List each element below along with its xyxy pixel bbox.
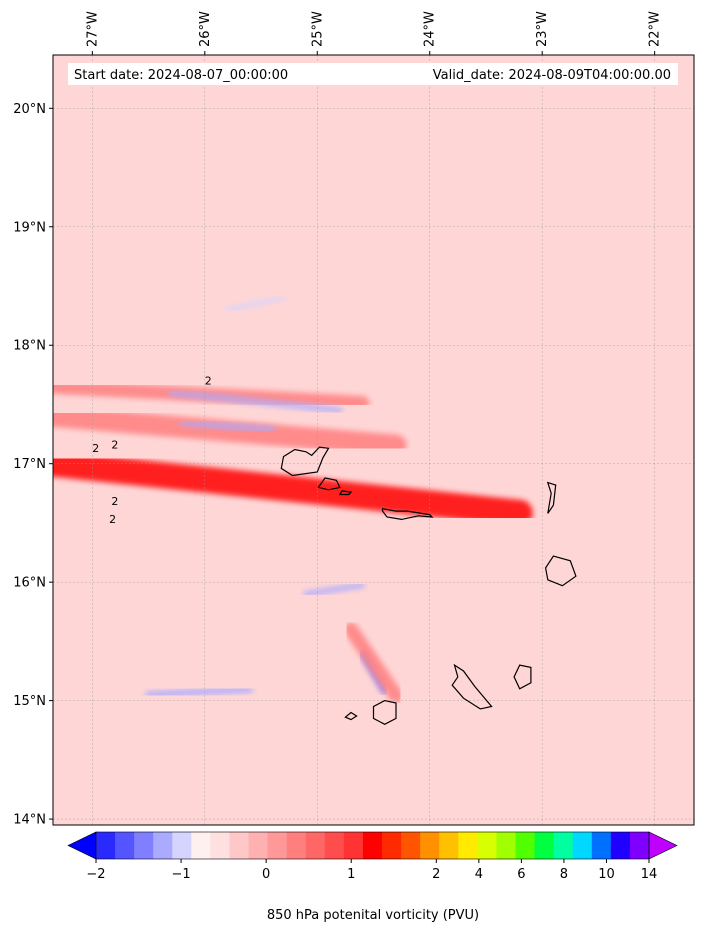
colorbar-label: 850 hPa potenital vorticity (PVU) bbox=[267, 908, 479, 923]
colorbar-cell-20 bbox=[477, 832, 497, 859]
latitude-ticks: 20°N 19°N 18°N 17°N 16°N 15°N 14°N bbox=[13, 102, 53, 828]
pv-band-10 bbox=[224, 295, 286, 313]
map-frame bbox=[52, 54, 695, 826]
colorbar-cell-21 bbox=[496, 832, 517, 859]
island-outline-8 bbox=[372, 699, 397, 725]
colorbar-ticks: −2 −1 0 1 2 4 6 8 10 14 bbox=[86, 859, 657, 882]
lon-tick-label-0: 27°W bbox=[85, 11, 100, 47]
pv-band-5 bbox=[179, 419, 276, 433]
colorbar-cell-12 bbox=[324, 832, 345, 859]
contour-label-4: 2 bbox=[109, 513, 116, 526]
lat-tick-label-1: 19°N bbox=[13, 220, 46, 235]
colorbar-tick-label-9: 14 bbox=[641, 867, 658, 882]
colorbar-cell-0 bbox=[96, 832, 116, 859]
start-date-label: Start date: 2024-08-07_00:00:00 bbox=[74, 68, 288, 83]
colorbar-cell-14 bbox=[362, 832, 383, 859]
island-outline-0 bbox=[280, 446, 330, 477]
colorbar-cell-13 bbox=[343, 832, 364, 859]
colorbar-cell-11 bbox=[305, 832, 326, 859]
colorbar-tick-label-0: −2 bbox=[86, 867, 105, 882]
pv-band-7 bbox=[145, 685, 254, 699]
colorbar-extend-high bbox=[648, 831, 678, 860]
lon-tick-label-4: 23°W bbox=[535, 11, 550, 47]
lon-tick-label-1: 26°W bbox=[198, 11, 213, 47]
colorbar-tick-label-4: 2 bbox=[432, 867, 440, 882]
colorbar-cell-23 bbox=[534, 832, 555, 859]
lat-tick-label-6: 14°N bbox=[13, 813, 46, 828]
lon-tick-label-5: 22°W bbox=[648, 11, 663, 47]
lat-tick-label-4: 16°N bbox=[13, 576, 46, 591]
colorbar-cell-19 bbox=[458, 832, 478, 859]
lat-tick-label-2: 18°N bbox=[13, 339, 46, 354]
info-box-background bbox=[68, 63, 678, 85]
pv-band-6 bbox=[303, 582, 366, 597]
colorbar-cell-15 bbox=[382, 832, 402, 859]
colorbar-tick-label-1: −1 bbox=[171, 867, 190, 882]
colorbar-cell-16 bbox=[401, 832, 421, 859]
island-outline-1 bbox=[317, 477, 341, 491]
colorbar-cell-5 bbox=[191, 832, 211, 859]
gridlines bbox=[53, 55, 694, 825]
valid-date-label: Valid_date: 2024-08-09T04:00:00.00 bbox=[433, 68, 671, 83]
colorbar-cell-3 bbox=[153, 832, 173, 859]
colorbar-cell-24 bbox=[553, 832, 574, 859]
lon-tick-label-2: 25°W bbox=[310, 11, 325, 47]
island-outline-5 bbox=[544, 555, 577, 587]
colorbar-tick-label-7: 8 bbox=[560, 867, 568, 882]
coastlines bbox=[280, 446, 577, 725]
island-outline-6 bbox=[513, 664, 532, 690]
colorbar-cell-18 bbox=[439, 832, 459, 859]
lat-tick-label-5: 15°N bbox=[13, 694, 46, 709]
pv-band-9 bbox=[343, 622, 404, 703]
colorbar-tick-label-5: 4 bbox=[475, 867, 483, 882]
colorbar-cell-8 bbox=[248, 832, 269, 859]
contour-labels: 22 222 bbox=[92, 374, 211, 526]
colorbar-cell-10 bbox=[286, 832, 307, 859]
colorbar-cell-22 bbox=[515, 832, 536, 859]
colorbar-cell-27 bbox=[610, 832, 631, 859]
colorbar-cell-4 bbox=[172, 832, 192, 859]
colorbar-cell-25 bbox=[572, 832, 593, 859]
colorbar-cell-1 bbox=[115, 832, 135, 859]
colorbar-cell-28 bbox=[629, 832, 650, 859]
info-box: Start date: 2024-08-07_00:00:00 Valid_da… bbox=[68, 63, 678, 85]
contour-label-0: 2 bbox=[205, 374, 212, 387]
island-outline-3 bbox=[381, 507, 434, 521]
colorbar-tick-label-8: 10 bbox=[598, 867, 615, 882]
colorbar-cell-17 bbox=[420, 832, 440, 859]
contour-label-2: 2 bbox=[111, 438, 118, 451]
colorbar-tick-label-6: 6 bbox=[517, 867, 525, 882]
pv-band-1 bbox=[53, 450, 533, 526]
map-area: 22 222 Start date: 2024-08-07_00:00:00 Va… bbox=[52, 54, 695, 826]
contour-label-1: 2 bbox=[92, 442, 99, 455]
colorbar: −2 −1 0 1 2 4 6 8 10 14 850 hPa potenital vortici… bbox=[67, 831, 678, 923]
colorbar-extend-low bbox=[67, 831, 97, 860]
colorbar-cell-6 bbox=[210, 832, 230, 859]
colorbar-cell-2 bbox=[134, 832, 154, 859]
island-outline-4 bbox=[546, 481, 557, 514]
pv-band-4 bbox=[168, 389, 343, 414]
longitude-ticks: 27°W 26°W 25°W 24°W 23°W 22°W bbox=[85, 11, 663, 55]
island-outline-9 bbox=[344, 711, 358, 721]
colorbar-cell-7 bbox=[229, 832, 250, 859]
colorbar-cells bbox=[67, 831, 678, 860]
colorbar-cell-26 bbox=[591, 832, 612, 859]
lat-tick-label-0: 20°N bbox=[13, 102, 46, 117]
colorbar-cell-9 bbox=[267, 832, 288, 859]
contour-label-3: 2 bbox=[111, 495, 118, 508]
colorbar-tick-label-3: 1 bbox=[347, 867, 355, 882]
island-outline-2 bbox=[338, 490, 353, 496]
pv-field bbox=[53, 99, 694, 703]
island-outline-7 bbox=[451, 663, 493, 710]
pv-band-0 bbox=[53, 405, 407, 456]
colorbar-frame bbox=[95, 831, 650, 860]
lat-tick-label-3: 17°N bbox=[13, 457, 46, 472]
colorbar-tick-label-2: 0 bbox=[262, 867, 270, 882]
lon-tick-label-3: 24°W bbox=[423, 11, 438, 47]
